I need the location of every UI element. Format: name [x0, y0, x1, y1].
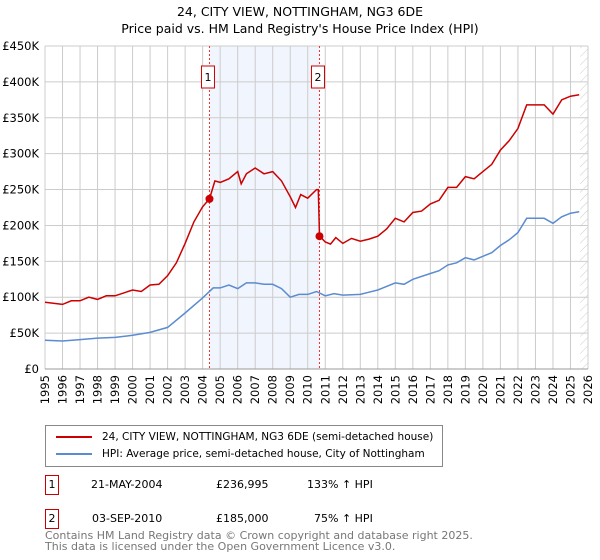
y-tick-label: £50K [10, 326, 40, 340]
x-tick-label: 2021 [493, 375, 507, 404]
sale-marker-label: 2 [314, 71, 321, 84]
y-tick-label: £100K [2, 290, 39, 304]
sale-marker-label: 1 [204, 71, 211, 84]
chart-title: 24, CITY VIEW, NOTTINGHAM, NG3 6DE [176, 4, 424, 19]
y-tick-label: £300K [2, 147, 39, 161]
sale-date: 03-SEP-2010 [92, 512, 163, 525]
sale-point [315, 232, 324, 241]
x-tick-label: 2018 [441, 375, 455, 404]
plot-area: 1995 1996 1997 1998 1999 2000 2001 2002 2003 2004… [2, 39, 595, 404]
x-tick-label: 2017 [423, 375, 437, 404]
x-tick-label: 1996 [56, 375, 70, 404]
x-tick-label: 2012 [336, 375, 350, 404]
forecast-hatch [580, 46, 588, 369]
x-tick-label: 1995 [38, 375, 52, 404]
footer-copyright: Contains HM Land Registry data © Crown c… [45, 529, 473, 542]
x-tick-label: 2023 [528, 375, 542, 404]
legend-label: 24, CITY VIEW, NOTTINGHAM, NG3 6DE (semi… [102, 431, 434, 443]
legend-swatch-blue [56, 453, 92, 455]
sale-marker-box [200, 65, 215, 89]
ownership-period-shade [209, 46, 320, 369]
x-tick-label: 2001 [143, 375, 157, 404]
chart-subtitle: Price paid vs. HM Land Registry's House … [121, 21, 479, 36]
x-tick-label: 2024 [546, 375, 560, 404]
x-tick-label: 2008 [266, 375, 280, 404]
y-tick-label: £450K [2, 39, 39, 53]
x-tick-label: 2014 [371, 375, 385, 404]
x-tick-label: 2016 [406, 375, 420, 404]
x-tick-label: 2003 [178, 375, 192, 404]
legend-item-hpi: HPI: Average price, semi-detached house,… [56, 448, 425, 460]
x-tick-label: 1998 [91, 375, 105, 404]
footer-licence: This data is licensed under the Open Gov… [45, 540, 396, 553]
x-tick-label: 1997 [73, 375, 87, 404]
x-tick-label: 2006 [231, 375, 245, 404]
series-line [44, 94, 580, 306]
x-tick-label: 2002 [161, 375, 175, 404]
x-tick-label: 2019 [458, 375, 472, 404]
sale-hpi-change: 133% ↑ HPI [307, 478, 373, 491]
x-tick-label: 2005 [213, 375, 227, 404]
y-tick-label: £150K [2, 254, 39, 268]
legend-label: HPI: Average price, semi-detached house,… [102, 448, 425, 460]
x-tick-label: 2026 [581, 375, 595, 404]
y-tick-label: £400K [2, 75, 39, 89]
x-tick-label: 1999 [108, 375, 122, 404]
y-tick-label: £200K [2, 218, 39, 232]
series-line [44, 211, 580, 342]
sale-marker-label: 1 [45, 475, 59, 495]
legend: 24, CITY VIEW, NOTTINGHAM, NG3 6DE (semi… [45, 425, 443, 467]
sale-row-2: 2 03-SEP-2010 £185,000 75% ↑ HPI [45, 509, 545, 529]
legend-swatch-red [56, 436, 92, 438]
footer: Contains HM Land Registry data © Crown c… [45, 530, 473, 552]
x-tick-label: 2009 [283, 375, 297, 404]
x-tick-label: 2011 [318, 375, 332, 404]
y-tick-label: £0 [24, 362, 39, 376]
x-tick-label: 2007 [248, 375, 262, 404]
y-tick-label: £250K [2, 183, 39, 197]
x-tick-label: 2022 [511, 375, 525, 404]
x-tick-label: 2013 [353, 375, 367, 404]
sale-price: £185,000 [216, 512, 269, 525]
sale-date: 21-MAY-2004 [91, 478, 163, 491]
x-tick-label: 2004 [196, 375, 210, 404]
x-tick-label: 2025 [563, 375, 577, 404]
sale-point [205, 194, 214, 203]
x-tick-label: 2015 [388, 375, 402, 404]
sale-marker-box [310, 65, 325, 89]
sale-row-1: 1 21-MAY-2004 £236,995 133% ↑ HPI [45, 475, 545, 495]
sale-marker-label: 2 [45, 509, 59, 529]
y-tick-label: £350K [2, 111, 39, 125]
x-tick-label: 2000 [126, 375, 140, 404]
legend-item-property: 24, CITY VIEW, NOTTINGHAM, NG3 6DE (semi… [56, 431, 433, 443]
sale-price: £236,995 [216, 478, 269, 491]
sale-hpi-change: 75% ↑ HPI [314, 512, 373, 525]
x-tick-label: 2020 [476, 375, 490, 404]
x-tick-label: 2010 [301, 375, 315, 404]
